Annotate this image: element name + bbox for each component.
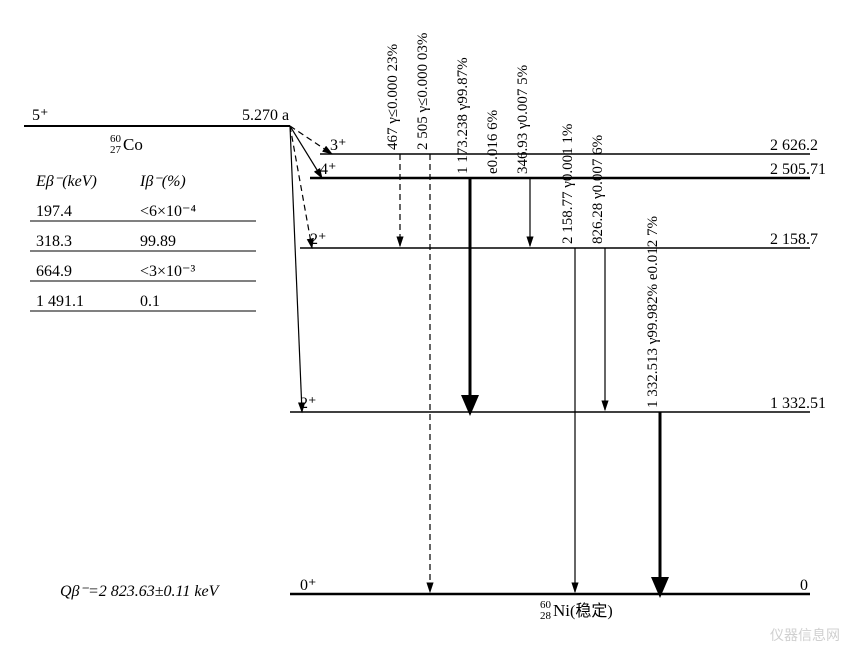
parent-spin: 5⁺ (32, 107, 48, 124)
watermark: 仪器信息网 (770, 627, 840, 644)
gamma-label-6: 826.28 γ0.007 6% (590, 135, 606, 244)
beta-row-I-2: <3×10⁻³ (140, 263, 195, 280)
level-energy-L0: 0 (800, 577, 808, 594)
gamma-label-1: 2 505 γ≤0.000 03% (415, 33, 431, 150)
gamma-label-4: 346.93 γ0.007 5% (515, 65, 531, 174)
level-energy-L2626: 2 626.2 (770, 137, 818, 154)
beta-arrow-3 (290, 126, 302, 412)
gamma-label-7: 1 332.513 γ99.982% e0.012 7% (645, 216, 661, 408)
q-value: Qβ⁻=2 823.63±0.11 keV (60, 583, 221, 600)
beta-row-E-1: 318.3 (36, 233, 72, 250)
beta-header-I: Iβ⁻(%) (139, 173, 186, 190)
beta-row-E-0: 197.4 (36, 203, 72, 220)
parent-nuclide: 6027Co (110, 133, 143, 156)
gamma-label-3: e0.016 6% (485, 110, 501, 174)
level-energy-L2505: 2 505.71 (770, 161, 826, 178)
daughter-nuclide: 6028Ni(稳定) (540, 599, 613, 622)
gamma-label-5: 2 158.77 γ0.001 1% (560, 124, 576, 244)
level-spin-L2505: 4⁺ (320, 161, 336, 178)
beta-arrow-0 (290, 126, 332, 154)
beta-row-I-3: 0.1 (140, 293, 160, 310)
gamma-label-2: 1 173.238 γ99.87% (455, 57, 471, 174)
beta-row-I-1: 99.89 (140, 233, 176, 250)
gamma-label-0: 467 γ≤0.000 23% (385, 44, 401, 150)
beta-arrow-1 (290, 126, 322, 178)
parent-halflife: 5.270 a (242, 107, 289, 124)
beta-header-E: Eβ⁻(keV) (35, 173, 97, 190)
level-spin-L2158: 2⁺ (310, 231, 326, 248)
beta-row-E-2: 664.9 (36, 263, 72, 280)
beta-row-E-3: 1 491.1 (36, 293, 84, 310)
level-energy-L2158: 2 158.7 (770, 231, 818, 248)
beta-row-I-0: <6×10⁻⁴ (140, 203, 196, 220)
level-energy-L1332: 1 332.51 (770, 395, 826, 412)
level-spin-L2626: 3⁺ (330, 137, 346, 154)
level-spin-L0: 0⁺ (300, 577, 316, 594)
